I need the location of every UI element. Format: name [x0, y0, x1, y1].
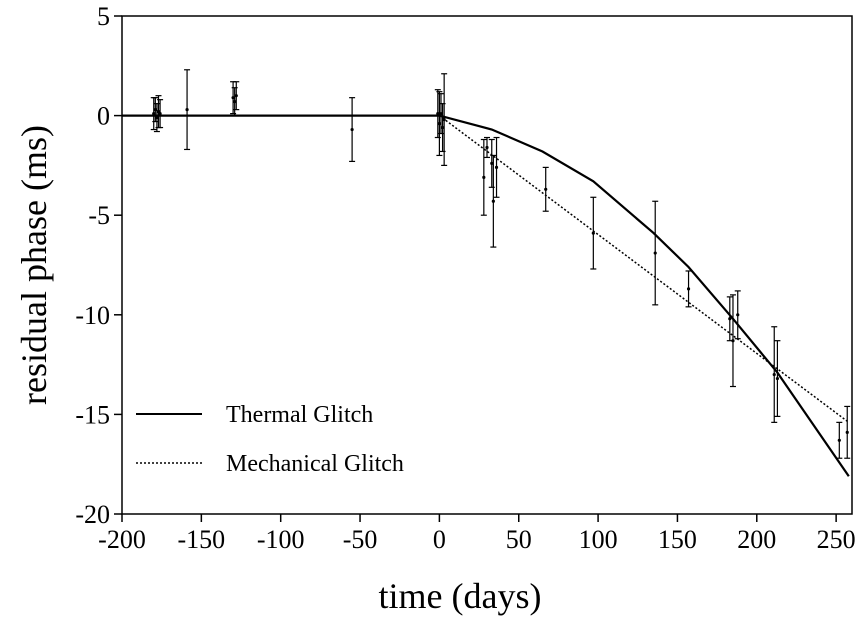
data-marker — [728, 317, 732, 321]
x-tick-label: 250 — [817, 525, 856, 554]
data-marker — [155, 115, 159, 120]
x-tick-label: -150 — [178, 525, 226, 554]
data-marker — [437, 121, 441, 126]
data-marker — [491, 199, 495, 203]
data-marker — [485, 145, 489, 150]
series-line-thermal — [122, 114, 850, 477]
x-tick-label: -50 — [343, 525, 378, 554]
x-tick-label: 0 — [433, 525, 446, 554]
data-marker — [231, 96, 235, 100]
x-tick-label: -100 — [257, 525, 305, 554]
data-marker — [158, 112, 162, 116]
data-marker — [350, 127, 354, 132]
data-marker — [772, 372, 776, 377]
series-layer — [122, 114, 850, 477]
data-marker — [837, 438, 841, 442]
data-marker — [442, 117, 446, 122]
data-marker — [591, 231, 595, 235]
y-tick-label: -10 — [75, 301, 110, 330]
data-marker — [544, 187, 548, 191]
data-point — [184, 69, 191, 151]
y-tick-label: -15 — [75, 400, 110, 429]
series-line-mechanical — [438, 114, 850, 424]
legend-label-thermal: Thermal Glitch — [226, 402, 373, 428]
data-point — [734, 290, 741, 340]
data-point — [231, 87, 238, 117]
data-marker — [482, 175, 486, 179]
data-marker — [234, 94, 238, 98]
data-marker — [736, 313, 740, 317]
x-tick-label: 50 — [506, 525, 532, 554]
data-marker — [490, 161, 494, 166]
data-marker — [845, 430, 849, 434]
data-marker — [440, 125, 445, 130]
data-marker — [653, 251, 657, 255]
data-marker — [153, 108, 157, 112]
data-marker — [185, 108, 189, 112]
y-tick-label: -5 — [88, 201, 110, 230]
legend-label-mechanical: Mechanical Glitch — [226, 451, 404, 477]
data-point — [542, 166, 549, 212]
data-marker — [152, 112, 156, 116]
data-point — [729, 294, 736, 388]
data-point — [685, 270, 692, 308]
data-marker — [436, 112, 440, 116]
data-point — [349, 97, 356, 163]
data-point — [439, 103, 446, 153]
legend: Thermal Glitch Mechanical Glitch — [136, 402, 404, 477]
data-point — [436, 91, 443, 157]
observation-points — [150, 69, 851, 459]
data-point — [490, 154, 497, 248]
y-tick-label: 0 — [97, 102, 110, 131]
data-point — [233, 81, 240, 111]
data-point — [771, 326, 778, 423]
data-marker — [439, 112, 443, 116]
data-point — [844, 405, 851, 459]
data-point — [484, 136, 490, 159]
data-point — [157, 99, 164, 129]
data-point — [493, 136, 500, 198]
data-marker — [494, 165, 499, 169]
data-point — [590, 196, 597, 270]
x-tick-label: -200 — [98, 525, 146, 554]
y-axis-title: residual phase (ms) — [14, 125, 54, 405]
data-marker — [731, 339, 735, 343]
data-point — [652, 200, 659, 306]
plot-frame — [121, 15, 853, 515]
data-point — [441, 73, 448, 166]
data-point — [480, 138, 487, 216]
data-marker — [775, 376, 780, 381]
data-marker — [686, 287, 691, 291]
y-tick-label: -20 — [75, 500, 110, 529]
x-tick-label: 150 — [658, 525, 697, 554]
ticks: -200 -150 -100 -50 0 50 100 150 200 25050-5-10-15… — [75, 2, 855, 554]
y-tick-label: 5 — [97, 2, 110, 31]
x-tick-label: 200 — [737, 525, 776, 554]
data-point — [774, 340, 781, 417]
plot-area — [121, 15, 853, 515]
data-point — [437, 93, 444, 135]
x-axis-title: time (days) — [379, 576, 542, 616]
data-point — [836, 421, 843, 459]
data-marker — [233, 100, 237, 104]
x-tick-label: 100 — [579, 525, 618, 554]
